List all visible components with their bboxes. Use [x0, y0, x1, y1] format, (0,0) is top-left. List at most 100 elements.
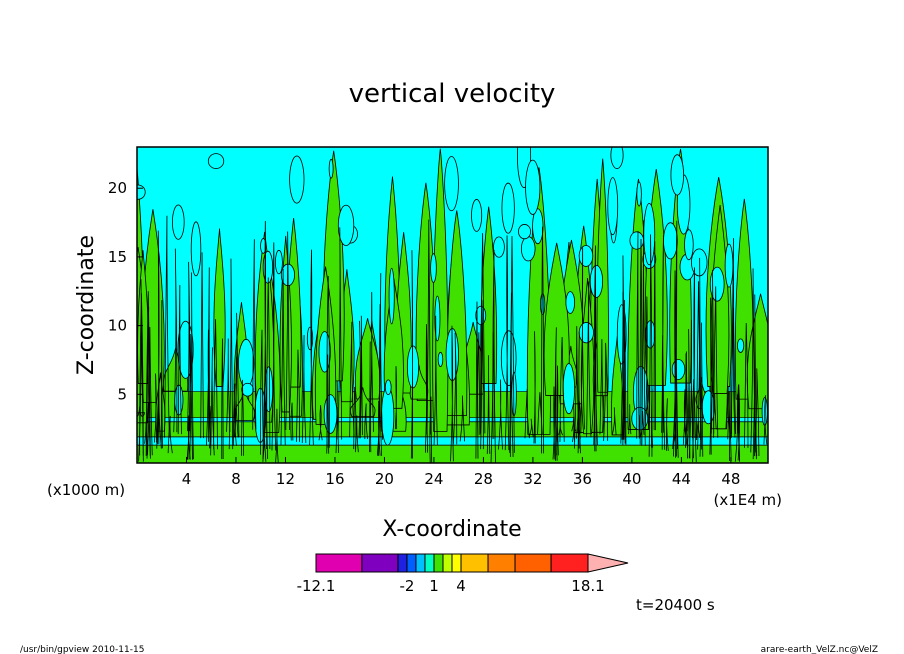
- field-downdraft: [671, 359, 686, 380]
- field-downdraft: [724, 243, 734, 288]
- field-contour: [228, 258, 234, 450]
- x-tick-label: 4: [182, 470, 192, 488]
- field-downdraft: [684, 229, 694, 261]
- field-downdraft: [578, 322, 594, 344]
- colorbar-segment: [424, 553, 435, 573]
- field-contour: [556, 365, 559, 456]
- field-contour: [541, 226, 544, 454]
- field-contour: [737, 384, 741, 461]
- field-contour: [429, 396, 433, 463]
- field-contour: [744, 322, 749, 448]
- field-contour: [138, 279, 144, 462]
- field-contour: [209, 405, 212, 449]
- field-contour: [271, 242, 277, 451]
- x-tick-label: 44: [672, 470, 691, 488]
- colorbar-segment: [550, 553, 589, 573]
- field-downdraft: [500, 330, 517, 386]
- x-unit-right: (x1E4 m): [713, 491, 782, 509]
- field-downdraft: [430, 253, 437, 283]
- field-downdraft: [318, 331, 331, 373]
- field-downdraft: [274, 249, 283, 275]
- field-contour: [648, 234, 653, 457]
- field-contour: [206, 329, 211, 446]
- field-contour: [233, 312, 240, 437]
- field-downdraft: [643, 202, 656, 266]
- field-contour: [296, 349, 300, 442]
- field-downdraft: [471, 199, 483, 232]
- colorbar: [315, 553, 629, 573]
- field-downdraft: [518, 224, 532, 240]
- field-downdraft: [636, 181, 642, 207]
- colorbar-segment: [315, 553, 363, 573]
- field-contour: [537, 392, 543, 435]
- field-contour: [145, 291, 151, 456]
- field-downdraft: [190, 221, 202, 277]
- colorbar-labels: -12.1 -2 1 4 18.1: [297, 577, 605, 595]
- field-plume: [432, 148, 449, 432]
- field-contour: [187, 261, 191, 432]
- field-contour: [164, 215, 170, 438]
- field-contour: [475, 301, 479, 459]
- field-contour: [326, 275, 330, 448]
- colorbar-segment: [397, 553, 408, 573]
- field-contour: [318, 405, 323, 441]
- x-tick-label: 28: [474, 470, 493, 488]
- field-contour: [452, 332, 458, 445]
- field-contour: [479, 233, 486, 434]
- y-tick-label: 5: [117, 385, 127, 403]
- colorbar-segment: [514, 553, 552, 573]
- x-axis-label: X-coordinate: [382, 517, 521, 542]
- field-downdraft: [540, 293, 546, 316]
- colorbar-segment: [361, 553, 399, 573]
- field-downdraft: [207, 153, 225, 169]
- field-contour: [426, 219, 431, 435]
- field-contour: [177, 284, 182, 435]
- field-contour: [480, 299, 484, 450]
- field-contour: [763, 395, 768, 445]
- plot-frame: [136, 146, 769, 464]
- field-contour: [353, 386, 357, 450]
- field-downdraft: [241, 382, 254, 397]
- colorbar-segment: [433, 553, 444, 573]
- y-axis: 5 10 15 20: [108, 179, 143, 403]
- field-contour: [154, 373, 157, 443]
- field-downdraft: [562, 363, 575, 415]
- x-tick-label: 36: [573, 470, 592, 488]
- field-contour: [628, 404, 632, 435]
- field-downdraft: [337, 204, 355, 247]
- field-contour: [364, 403, 368, 440]
- colorbar-segment: [415, 553, 426, 573]
- field-contour: [558, 421, 563, 436]
- colorbar-label: -12.1: [297, 577, 336, 595]
- field-downdraft: [238, 338, 255, 389]
- field-contour: [666, 398, 669, 451]
- field-downdraft: [384, 379, 392, 396]
- field-contour: [213, 319, 218, 450]
- field-downdraft: [701, 390, 715, 425]
- field-contour: [266, 277, 271, 449]
- field-downdraft: [388, 267, 395, 325]
- field-contour: [692, 267, 697, 463]
- field-contour: [241, 379, 244, 456]
- field-downdraft: [709, 266, 725, 302]
- field-downdraft: [565, 291, 576, 314]
- x-tick-label: 12: [276, 470, 295, 488]
- field-contour: [713, 286, 719, 438]
- velocity-field: [137, 147, 768, 463]
- field-contour: [226, 338, 231, 432]
- field-contour: [504, 235, 510, 451]
- field-contour: [554, 327, 558, 461]
- field-contour: [727, 391, 731, 440]
- field-contour: [359, 315, 363, 436]
- field-downdraft: [381, 386, 395, 446]
- field-contour: [571, 416, 577, 432]
- field-contour: [260, 329, 264, 455]
- colorbar-segment: [460, 553, 489, 573]
- colorbar-label: 18.1: [571, 577, 604, 595]
- field-contour: [685, 351, 688, 448]
- field-contour: [644, 296, 649, 430]
- field-downdraft: [444, 156, 459, 212]
- x-tick-label: 40: [622, 470, 641, 488]
- field-contour: [490, 332, 496, 463]
- field-contour: [641, 220, 646, 446]
